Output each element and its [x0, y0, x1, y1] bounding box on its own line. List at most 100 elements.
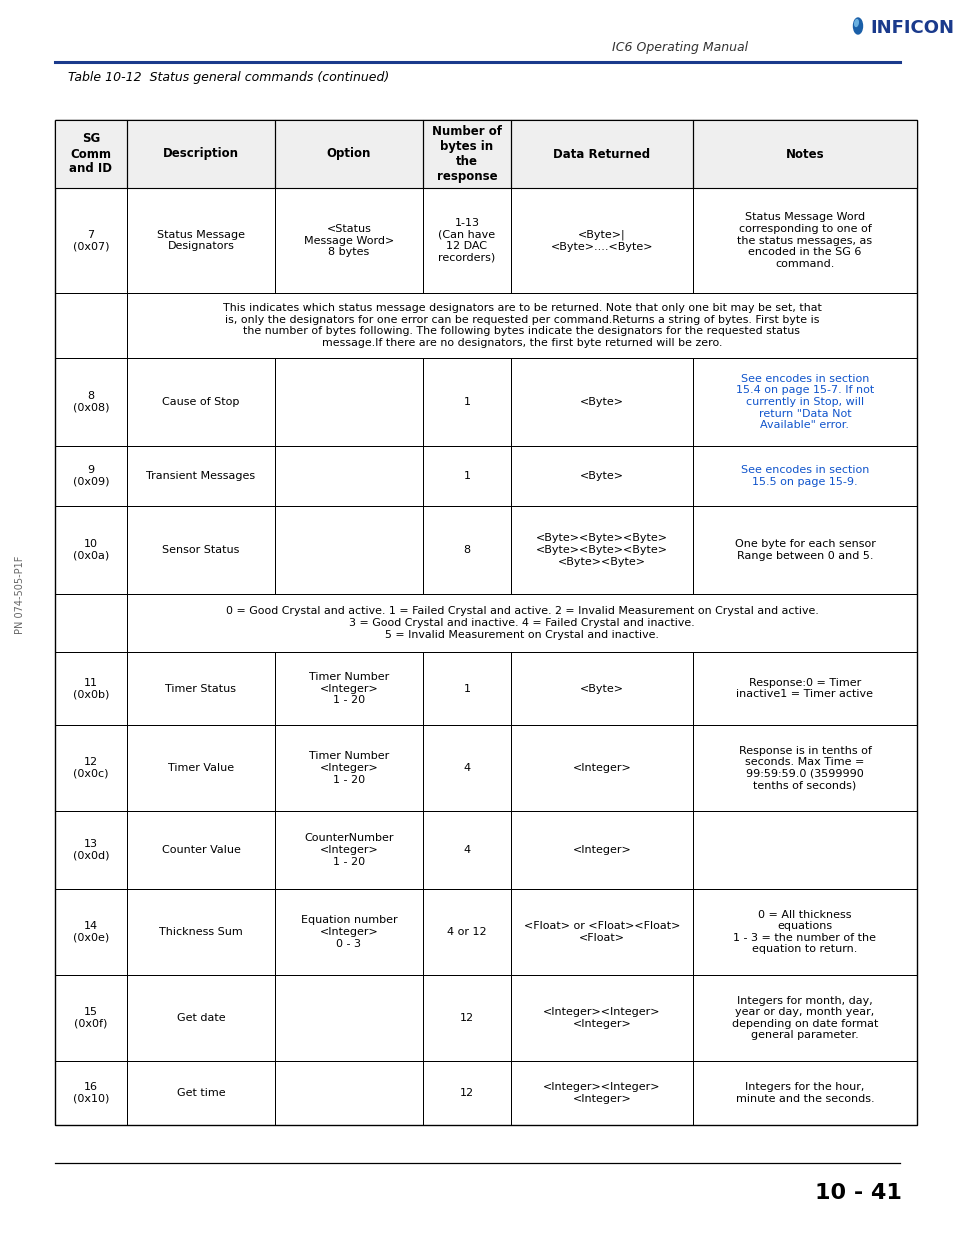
- Bar: [511, 358, 692, 446]
- Bar: [422, 974, 511, 1061]
- Text: Status Message Word
corresponding to one of
the status messages, as
encoded in t: Status Message Word corresponding to one…: [737, 212, 872, 269]
- Bar: [55, 725, 127, 811]
- Bar: [274, 652, 422, 725]
- Bar: [692, 358, 916, 446]
- Text: Number of
bytes in
the
response: Number of bytes in the response: [432, 125, 501, 183]
- Text: Timer Value: Timer Value: [168, 763, 233, 773]
- Bar: [127, 188, 274, 293]
- Bar: [127, 446, 274, 506]
- Bar: [422, 652, 511, 725]
- Text: Thickness Sum: Thickness Sum: [159, 927, 243, 937]
- Text: INFICON: INFICON: [869, 19, 953, 37]
- Text: <Byte>: <Byte>: [579, 396, 623, 408]
- Text: Notes: Notes: [785, 147, 823, 161]
- Text: Cause of Stop: Cause of Stop: [162, 396, 239, 408]
- Bar: [55, 1061, 127, 1125]
- Text: Integers for month, day,
year or day, month year,
depending on date format
gener: Integers for month, day, year or day, mo…: [731, 995, 878, 1040]
- Text: 1: 1: [463, 683, 470, 694]
- Ellipse shape: [853, 19, 862, 35]
- Bar: [511, 889, 692, 974]
- Text: 0 = Good Crystal and active. 1 = Failed Crystal and active. 2 = Invalid Measurem: 0 = Good Crystal and active. 1 = Failed …: [226, 606, 818, 640]
- Text: One byte for each sensor
Range between 0 and 5.: One byte for each sensor Range between 0…: [734, 540, 875, 561]
- Bar: [511, 974, 692, 1061]
- Text: 12: 12: [459, 1088, 474, 1098]
- Text: Counter Value: Counter Value: [161, 845, 240, 855]
- Text: 14
(0x0e): 14 (0x0e): [72, 921, 109, 942]
- Text: <Integer><Integer>
<Integer>: <Integer><Integer> <Integer>: [542, 1082, 660, 1104]
- Bar: [127, 811, 274, 889]
- Text: Response is in tenths of
seconds. Max Time =
99:59:59.0 (3599990
tenths of secon: Response is in tenths of seconds. Max Ti…: [738, 746, 870, 790]
- Bar: [55, 293, 127, 358]
- Bar: [127, 974, 274, 1061]
- Bar: [55, 889, 127, 974]
- Text: This indicates which status message designators are to be returned. Note that on: This indicates which status message desi…: [222, 303, 821, 348]
- Bar: [127, 293, 916, 358]
- Bar: [274, 1061, 422, 1125]
- Bar: [127, 725, 274, 811]
- Bar: [274, 188, 422, 293]
- Text: Timer Number
<Integer>
1 - 20: Timer Number <Integer> 1 - 20: [309, 672, 389, 705]
- Text: 1: 1: [463, 471, 470, 480]
- Bar: [274, 120, 422, 188]
- Bar: [127, 120, 274, 188]
- Text: 12
(0x0c): 12 (0x0c): [73, 757, 109, 779]
- Text: IC6 Operating Manual: IC6 Operating Manual: [611, 41, 747, 53]
- Bar: [511, 811, 692, 889]
- Text: Get date: Get date: [176, 1013, 225, 1023]
- Text: Equation number
<Integer>
0 - 3: Equation number <Integer> 0 - 3: [300, 915, 396, 948]
- Text: Data Returned: Data Returned: [553, 147, 650, 161]
- Text: 4: 4: [463, 845, 470, 855]
- Bar: [274, 446, 422, 506]
- Bar: [274, 889, 422, 974]
- Bar: [422, 889, 511, 974]
- Bar: [127, 594, 916, 652]
- Text: 4: 4: [463, 763, 470, 773]
- Text: 1-13
(Can have
12 DAC
recorders): 1-13 (Can have 12 DAC recorders): [438, 219, 496, 263]
- Bar: [55, 594, 127, 652]
- Bar: [55, 358, 127, 446]
- Bar: [422, 506, 511, 594]
- Text: <Byte><Byte><Byte>
<Byte><Byte><Byte>
<Byte><Byte>: <Byte><Byte><Byte> <Byte><Byte><Byte> <B…: [536, 534, 667, 567]
- Bar: [692, 889, 916, 974]
- Text: <Integer>: <Integer>: [572, 763, 631, 773]
- Bar: [127, 358, 274, 446]
- Text: <Status
Message Word>
8 bytes: <Status Message Word> 8 bytes: [304, 224, 394, 257]
- Bar: [511, 120, 692, 188]
- Bar: [127, 652, 274, 725]
- Bar: [422, 446, 511, 506]
- Text: 0 = All thickness
equations
1 - 3 = the number of the
equation to return.: 0 = All thickness equations 1 - 3 = the …: [733, 910, 876, 955]
- Bar: [55, 652, 127, 725]
- Text: 8
(0x08): 8 (0x08): [72, 391, 110, 412]
- Bar: [274, 725, 422, 811]
- Bar: [55, 188, 127, 293]
- Text: Timer Number
<Integer>
1 - 20: Timer Number <Integer> 1 - 20: [309, 751, 389, 784]
- Bar: [422, 120, 511, 188]
- Text: 4 or 12: 4 or 12: [447, 927, 486, 937]
- Bar: [511, 446, 692, 506]
- Text: 1: 1: [463, 396, 470, 408]
- Text: Status Message
Designators: Status Message Designators: [157, 230, 245, 251]
- Text: <Float> or <Float><Float>
<Float>: <Float> or <Float><Float> <Float>: [523, 921, 679, 942]
- Bar: [274, 506, 422, 594]
- Bar: [422, 725, 511, 811]
- Bar: [55, 506, 127, 594]
- Bar: [422, 358, 511, 446]
- Text: Description: Description: [163, 147, 239, 161]
- Bar: [692, 652, 916, 725]
- Text: See encodes in section
15.5 on page 15-9.: See encodes in section 15.5 on page 15-9…: [740, 466, 868, 487]
- Bar: [127, 506, 274, 594]
- Bar: [422, 188, 511, 293]
- Bar: [692, 811, 916, 889]
- Bar: [127, 1061, 274, 1125]
- Bar: [55, 120, 127, 188]
- Text: 16
(0x10): 16 (0x10): [72, 1082, 109, 1104]
- Bar: [692, 506, 916, 594]
- Bar: [55, 120, 916, 188]
- Bar: [692, 1061, 916, 1125]
- Text: Transient Messages: Transient Messages: [146, 471, 255, 480]
- Text: 11
(0x0b): 11 (0x0b): [72, 678, 109, 699]
- Text: <Byte>|
<Byte>....<Byte>: <Byte>| <Byte>....<Byte>: [550, 230, 653, 252]
- Text: 10 - 41: 10 - 41: [814, 1183, 901, 1203]
- Bar: [55, 120, 916, 1125]
- Text: <Integer><Integer>
<Integer>: <Integer><Integer> <Integer>: [542, 1008, 660, 1029]
